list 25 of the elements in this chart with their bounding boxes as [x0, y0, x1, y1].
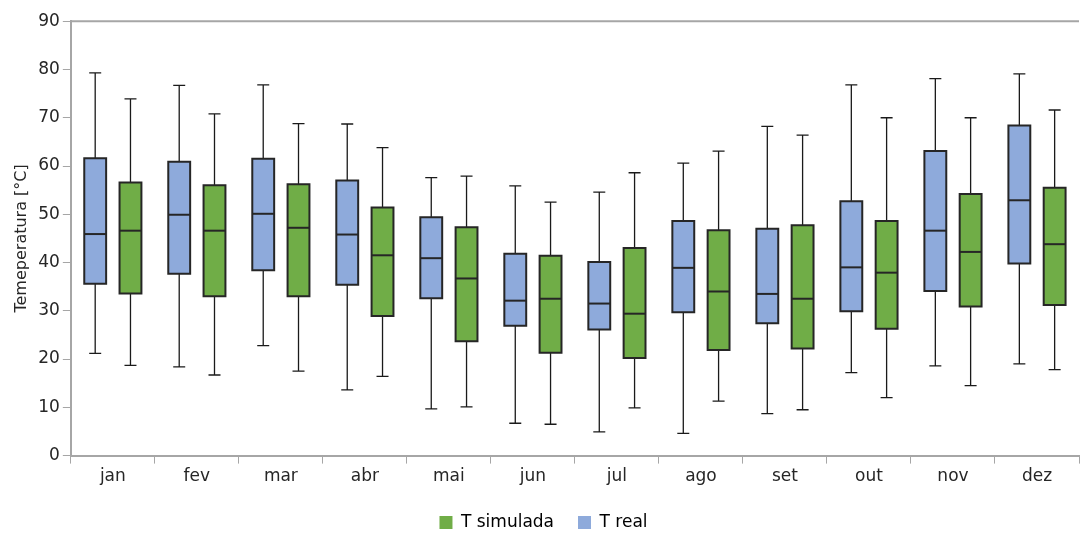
legend-label: T simulada — [459, 510, 555, 531]
y-tick-label: 0 — [49, 444, 60, 465]
x-tick-label: abr — [350, 465, 379, 486]
x-tick-label: fev — [183, 465, 211, 486]
y-tick-label: 10 — [38, 395, 60, 416]
y-tick-label: 90 — [38, 9, 60, 30]
x-tick-label: dez — [1021, 465, 1053, 486]
y-tick-label: 30 — [38, 299, 60, 320]
x-tick-label: jun — [518, 465, 547, 486]
x-tick-label: jul — [605, 465, 628, 486]
y-tick-label: 60 — [38, 154, 60, 175]
x-tick-label: mai — [433, 465, 465, 486]
y-tick-label: 80 — [38, 57, 60, 78]
x-tick-label: out — [855, 465, 884, 486]
x-tick-label: set — [771, 465, 799, 486]
y-tick-label: 20 — [38, 347, 60, 368]
x-tick-label: jan — [98, 465, 126, 486]
x-tick-label: nov — [937, 465, 969, 486]
x-tick-label: ago — [685, 465, 717, 486]
x-tick-label: mar — [263, 465, 298, 486]
legend-label: T real — [598, 510, 648, 531]
y-axis-title: Temeperatura [°C] — [10, 164, 30, 314]
y-tick-label: 50 — [38, 202, 60, 223]
y-tick-label: 70 — [38, 106, 60, 127]
y-tick-label: 40 — [38, 250, 60, 271]
